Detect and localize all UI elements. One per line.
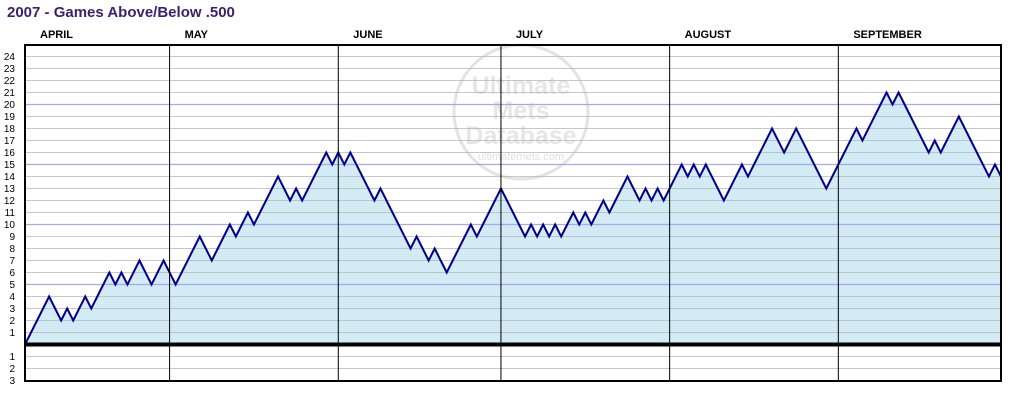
watermark-line2: Mets: [493, 97, 550, 125]
y-tick-label: 12: [4, 196, 16, 207]
y-tick-label: 18: [4, 124, 16, 135]
y-tick-label: 2: [9, 316, 15, 327]
y-tick-label: 15: [4, 160, 16, 171]
watermark-line3: Database: [465, 122, 576, 150]
y-tick-label-negative: 1: [9, 352, 15, 363]
y-tick-label: 10: [4, 220, 16, 231]
y-tick-label: 16: [4, 148, 16, 159]
y-tick-label-negative: 3: [9, 376, 15, 387]
y-tick-label: 9: [9, 232, 15, 243]
y-tick-label: 22: [4, 76, 16, 87]
y-tick-label: 11: [5, 208, 16, 219]
y-tick-label: 21: [4, 88, 16, 99]
month-label-august: AUGUST: [684, 29, 732, 41]
area-fill: [25, 92, 1001, 345]
y-tick-label: 14: [4, 172, 16, 183]
y-tick-label: 17: [4, 136, 16, 147]
month-label-april: APRIL: [40, 29, 73, 41]
y-tick-label: 20: [4, 100, 16, 111]
month-label-may: MAY: [184, 29, 209, 41]
y-tick-label: 1: [9, 328, 15, 339]
y-tick-label: 7: [9, 256, 15, 267]
month-label-june: JUNE: [353, 29, 383, 41]
y-tick-label: 3: [9, 304, 15, 315]
y-tick-label-negative: 2: [9, 364, 15, 375]
watermark-url: ultimatemets.com: [478, 151, 564, 163]
y-tick-label: 24: [4, 52, 16, 63]
y-tick-label: 6: [9, 268, 15, 279]
plot-frame: [24, 44, 1002, 382]
y-tick-label: 19: [4, 112, 16, 123]
watermark-line1: Ultimate: [472, 72, 571, 100]
chart-title: 2007 - Games Above/Below .500: [7, 4, 235, 21]
y-tick-label: 8: [9, 244, 15, 255]
ultimate-mets-database-watermark: Ultimate Mets Database ultimatemets.com: [452, 43, 590, 181]
y-tick-label: 23: [4, 64, 16, 75]
y-tick-label: 4: [9, 292, 15, 303]
y-tick-label: 13: [4, 184, 16, 195]
month-label-september: SEPTEMBER: [853, 29, 922, 41]
y-tick-label: 5: [9, 280, 15, 291]
month-label-july: JULY: [515, 29, 544, 41]
